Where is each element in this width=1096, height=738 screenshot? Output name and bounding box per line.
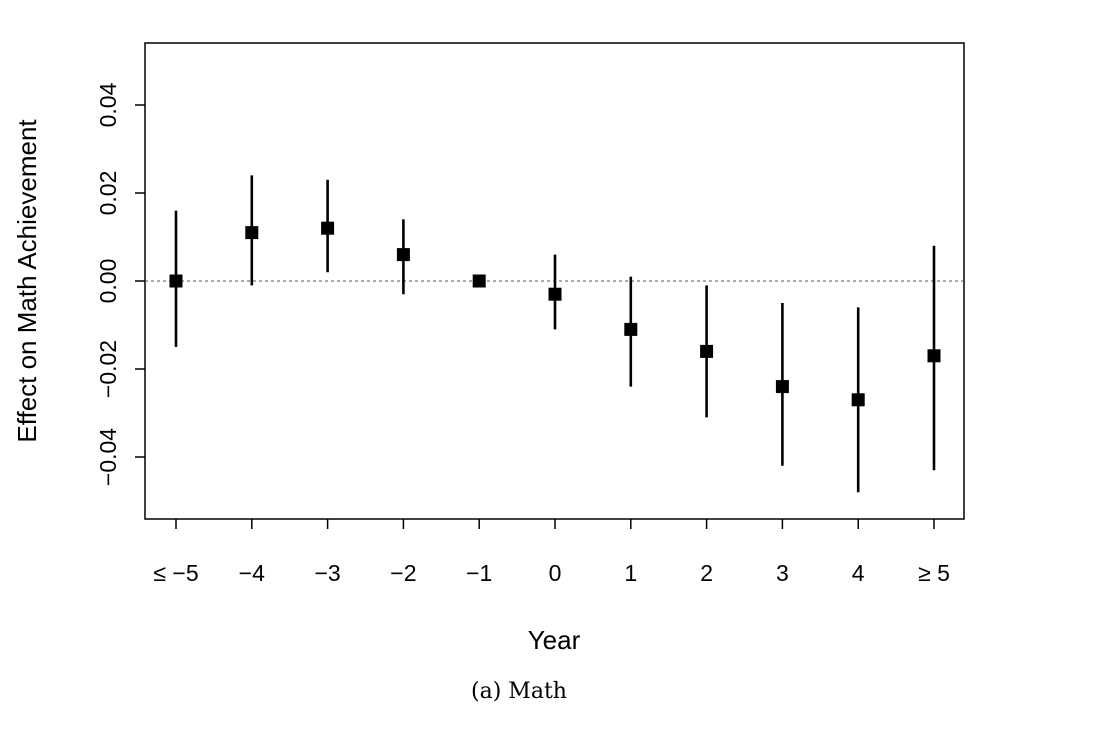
x-tick-label: 0 [549, 560, 562, 586]
x-tick-label: −3 [314, 560, 340, 586]
x-axis: ≤ −5 −4 −3 −2 −1 0 1 2 3 4 ≥ 5 [153, 519, 950, 586]
y-axis: −0.04 −0.02 0.00 0.02 0.04 [95, 82, 145, 486]
x-tick-label: 4 [852, 560, 865, 586]
x-tick-label: −2 [390, 560, 416, 586]
point-estimate [851, 393, 865, 407]
x-tick-label: ≤ −5 [153, 560, 198, 586]
point-estimate [245, 226, 259, 240]
x-tick-label: 1 [624, 560, 637, 586]
x-tick-label: 2 [700, 560, 713, 586]
y-tick-label: −0.04 [95, 428, 121, 486]
y-tick-label: 0.00 [95, 259, 121, 304]
point-estimate [321, 221, 335, 235]
x-tick-label: −1 [466, 560, 492, 586]
point-estimate [927, 349, 941, 363]
point-estimates [169, 221, 941, 407]
y-tick-label: 0.04 [95, 82, 121, 127]
y-tick-label: 0.02 [95, 171, 121, 216]
figure-caption: (a) Math [471, 679, 567, 704]
point-estimate [624, 322, 638, 336]
confidence-intervals [174, 175, 936, 493]
x-axis-title: Year [528, 625, 581, 655]
y-axis-title: Effect on Math Achievement [12, 119, 42, 443]
point-estimate [472, 274, 486, 288]
y-tick-label: −0.02 [95, 340, 121, 398]
point-estimate [700, 344, 714, 358]
x-tick-label: −4 [239, 560, 265, 586]
point-estimate [775, 380, 789, 394]
x-tick-label: 3 [776, 560, 789, 586]
point-estimate [548, 287, 562, 301]
x-tick-label: ≥ 5 [918, 560, 950, 586]
point-estimate [396, 248, 410, 262]
point-estimate [169, 274, 183, 288]
